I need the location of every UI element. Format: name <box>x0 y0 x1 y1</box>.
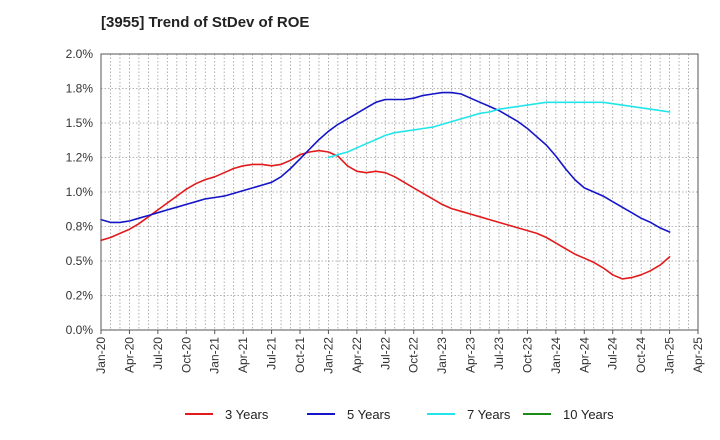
series-lines <box>100 91 671 280</box>
x-tick-label: Apr-22 <box>350 337 364 373</box>
legend-label-10-years: 10 Years <box>563 407 614 422</box>
x-tick-label: Jul-24 <box>606 337 620 370</box>
x-tick-label: Apr-20 <box>122 337 136 373</box>
x-tick-label: Jan-21 <box>208 337 222 374</box>
x-tick-label: Apr-21 <box>236 337 250 373</box>
y-tick-label: 1.0% <box>66 185 94 199</box>
series-line-5-years <box>100 91 671 233</box>
x-tick-label: Jan-22 <box>321 337 335 374</box>
x-tick-label: Jan-24 <box>549 337 563 374</box>
y-tick-label: 1.8% <box>66 82 94 96</box>
x-tick-label: Oct-24 <box>634 337 648 373</box>
legend-label-7-years: 7 Years <box>467 407 511 422</box>
x-tick-label: Oct-20 <box>179 337 193 373</box>
series-line-7-years <box>327 101 671 159</box>
x-tick-label: Jan-23 <box>435 337 449 374</box>
x-axis: Jan-20 Apr-20 Jul-20 Oct-20 Jan-21 Apr-21 Jul-… <box>94 330 705 374</box>
x-tick-label: Apr-25 <box>691 337 705 373</box>
series-line-3-years <box>100 149 671 280</box>
x-tick-label: Apr-24 <box>577 337 591 373</box>
y-tick-label: 0.2% <box>66 289 94 303</box>
x-tick-label: Apr-23 <box>464 337 478 373</box>
plot-frame <box>100 53 699 331</box>
grid <box>101 54 698 330</box>
x-tick-label: Jan-25 <box>663 337 677 374</box>
y-tick-label: 0.8% <box>66 220 94 234</box>
y-axis: 0.0% 0.2% 0.5% 0.8% 1.0% 1.2% 1.5% 1.8% 2.0% <box>66 47 94 337</box>
y-tick-label: 0.0% <box>66 323 94 337</box>
chart-title: [3955] Trend of StDev of ROE <box>101 14 310 31</box>
x-tick-label: Oct-23 <box>520 337 534 373</box>
x-tick-label: Jan-20 <box>94 337 108 374</box>
x-tick-label: Oct-22 <box>407 337 421 373</box>
legend: 3 Years 5 Years 7 Years 10 Years <box>185 407 614 422</box>
x-tick-label: Jul-22 <box>378 337 392 370</box>
legend-label-3-years: 3 Years <box>225 407 269 422</box>
x-tick-label: Jul-20 <box>151 337 165 370</box>
legend-label-5-years: 5 Years <box>347 407 391 422</box>
x-tick-label: Jul-21 <box>265 337 279 370</box>
x-tick-label: Jul-23 <box>492 337 506 370</box>
x-tick-label: Oct-21 <box>293 337 307 373</box>
y-tick-label: 1.5% <box>66 116 94 130</box>
y-tick-label: 0.5% <box>66 254 94 268</box>
y-tick-label: 1.2% <box>66 151 94 165</box>
y-tick-label: 2.0% <box>66 47 94 61</box>
